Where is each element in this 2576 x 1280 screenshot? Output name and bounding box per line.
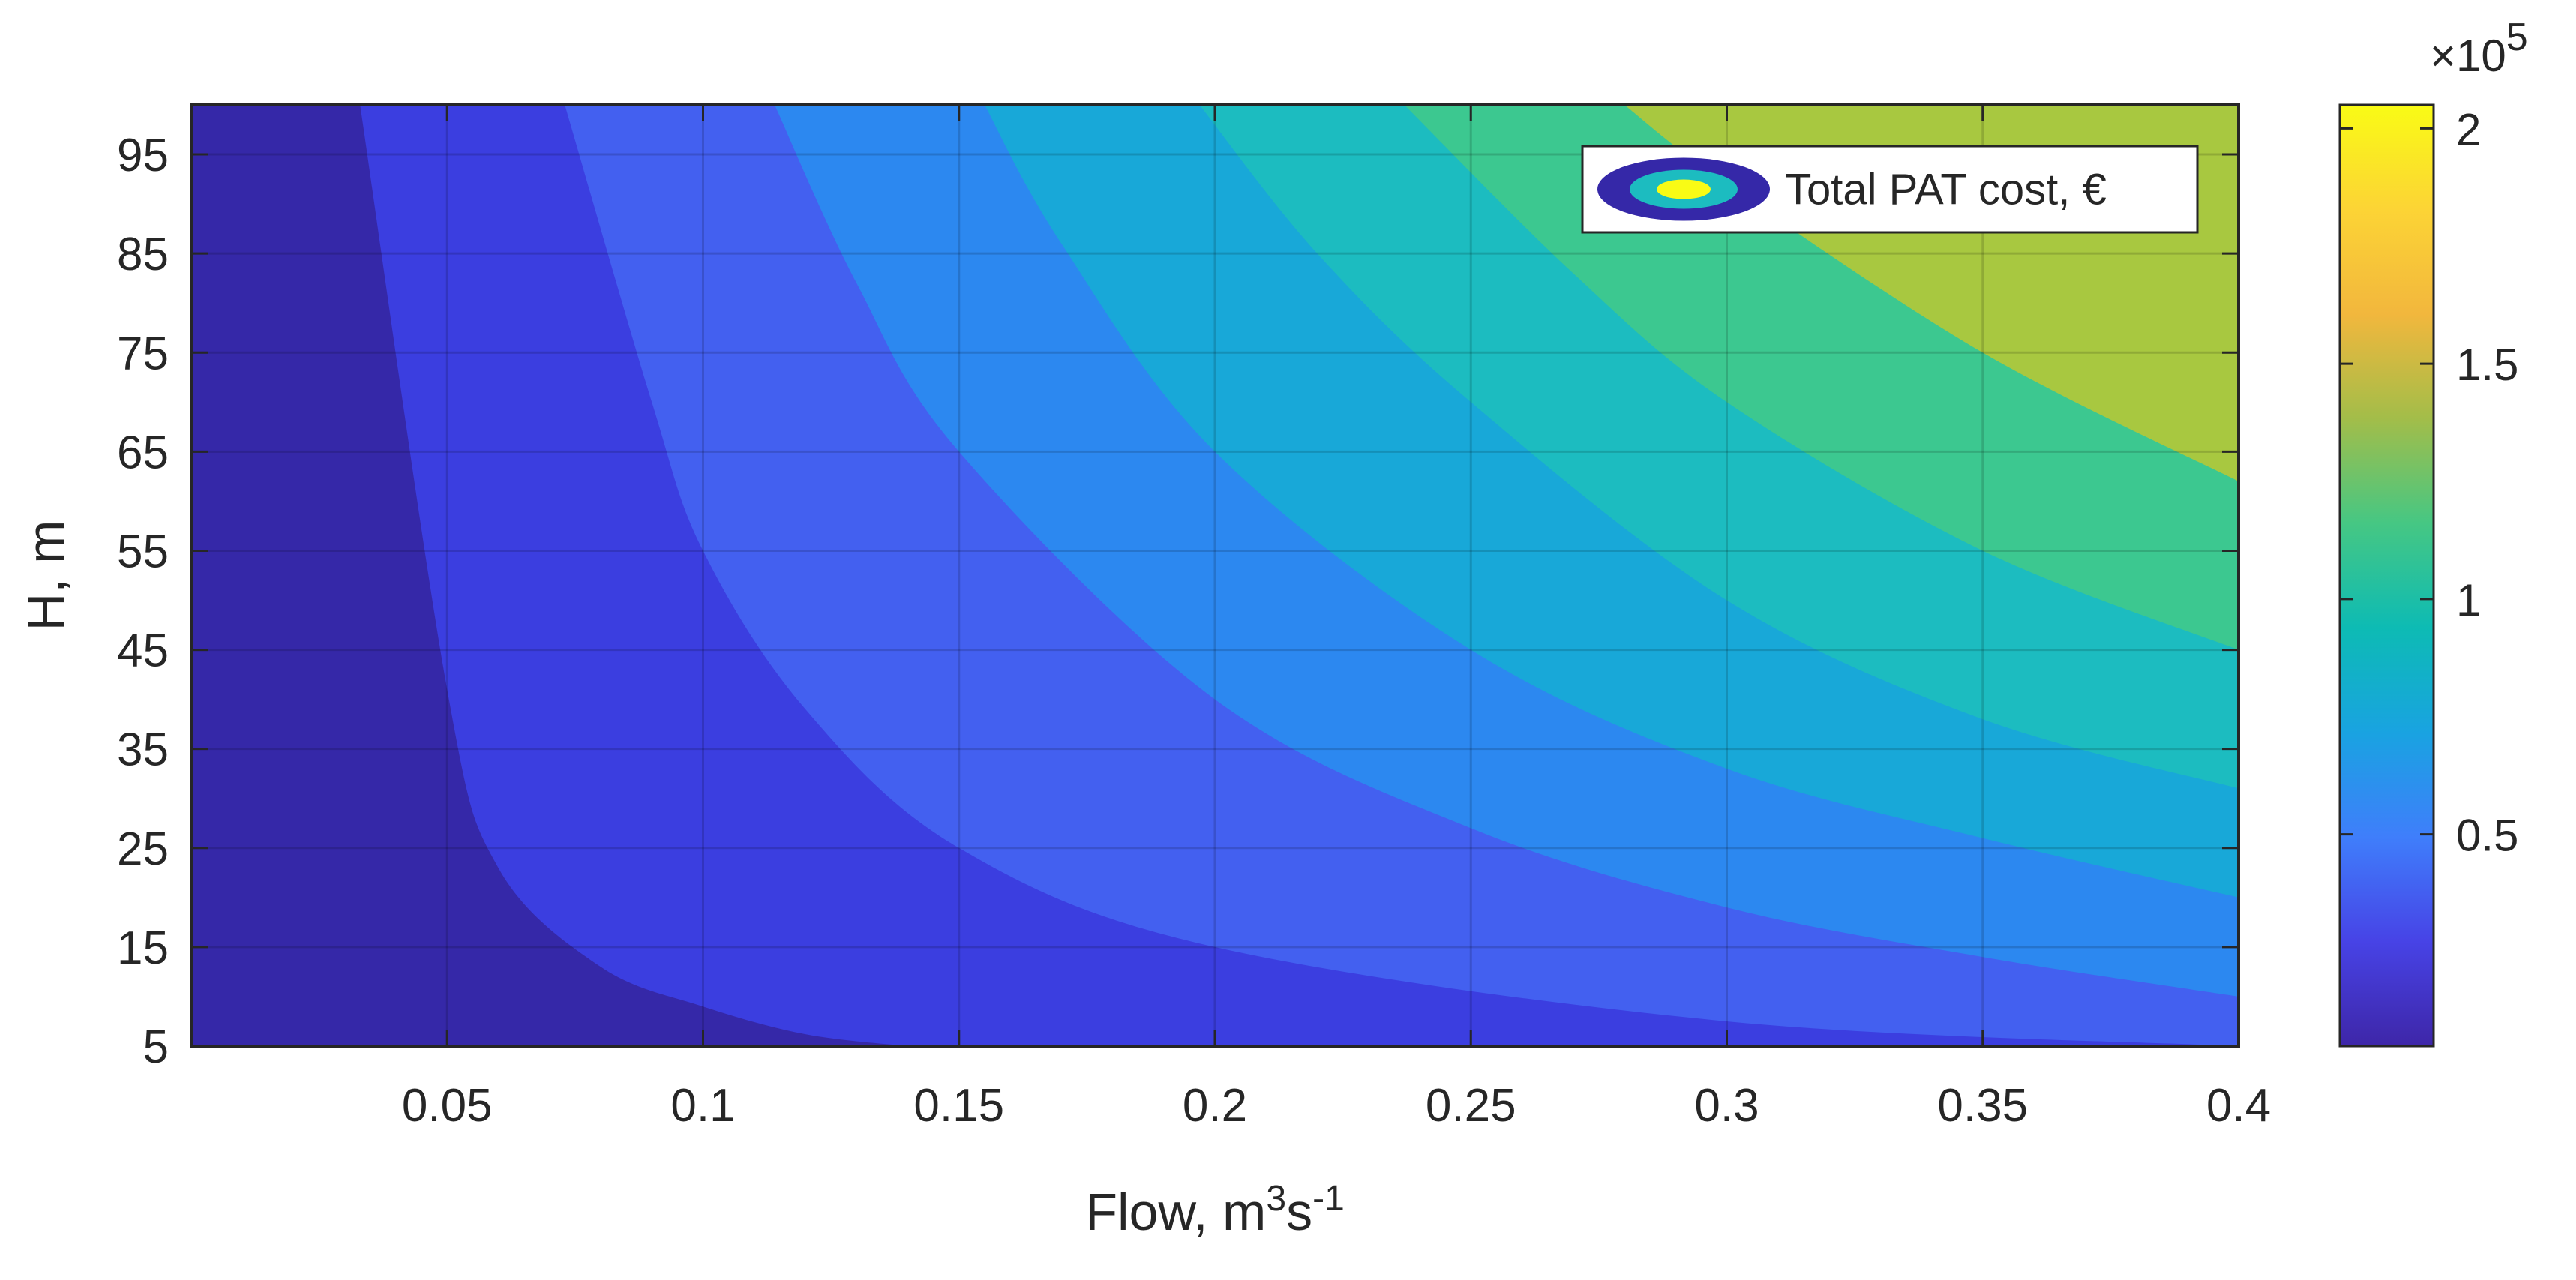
y-tick-label: 45 xyxy=(117,625,169,677)
x-tick-label: 0.1 xyxy=(670,1080,735,1132)
colorbar-ticks: 0.5 1 1.5 2 xyxy=(2340,104,2518,861)
x-tick-label: 0.2 xyxy=(1183,1080,1247,1132)
x-tick-label: 0.25 xyxy=(1426,1080,1516,1132)
colorbar-gradient xyxy=(2338,103,2435,1048)
colorbar-tick-label: 1.5 xyxy=(2456,340,2518,390)
y-tick-label: 15 xyxy=(117,922,169,974)
x-tick-label: 0.35 xyxy=(1937,1080,2028,1132)
y-axis-label: H, m xyxy=(16,520,75,631)
y-tick-label: 85 xyxy=(117,229,169,280)
x-axis: 0.05 0.1 0.15 0.2 0.25 0.3 0.35 0.4 xyxy=(402,105,2271,1132)
y-tick-label: 5 xyxy=(143,1021,169,1073)
x-tick-label: 0.4 xyxy=(2206,1080,2271,1132)
legend: Total PAT cost, € xyxy=(1581,145,2199,234)
legend-contour-icon-core xyxy=(1657,179,1711,199)
y-tick-label: 35 xyxy=(117,724,169,776)
colorbar-tick-label: 1 xyxy=(2456,575,2481,625)
y-tick-label: 25 xyxy=(117,823,169,875)
x-tick-label: 0.05 xyxy=(402,1080,493,1132)
y-tick-label: 55 xyxy=(117,526,169,577)
colorbar-tick-label: 0.5 xyxy=(2456,811,2518,861)
legend-label: Total PAT cost, € xyxy=(1785,166,2107,214)
x-tick-label: 0.15 xyxy=(913,1080,1004,1132)
y-tick-label: 65 xyxy=(117,427,169,478)
x-axis-label: Flow, m3s-1 xyxy=(1085,1179,1345,1241)
colorbar-multiplier: ×105 xyxy=(2430,16,2528,81)
x-tick-label: 0.3 xyxy=(1694,1080,1759,1132)
y-tick-label: 75 xyxy=(117,328,169,379)
colorbar-tick-label: 2 xyxy=(2456,104,2481,154)
y-tick-label: 95 xyxy=(117,130,169,181)
y-axis: 5 15 25 35 45 55 65 75 85 95 xyxy=(117,130,2239,1073)
colorbar: 0.5 1 1.5 2 ×105 xyxy=(2338,16,2528,1048)
